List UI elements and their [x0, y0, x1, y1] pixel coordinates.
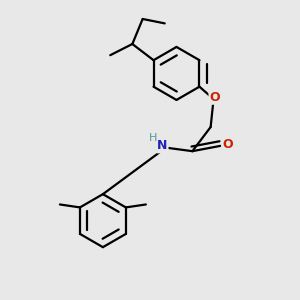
Text: O: O	[222, 139, 233, 152]
Text: O: O	[209, 91, 220, 104]
Text: H: H	[149, 133, 157, 142]
Text: N: N	[157, 140, 167, 152]
